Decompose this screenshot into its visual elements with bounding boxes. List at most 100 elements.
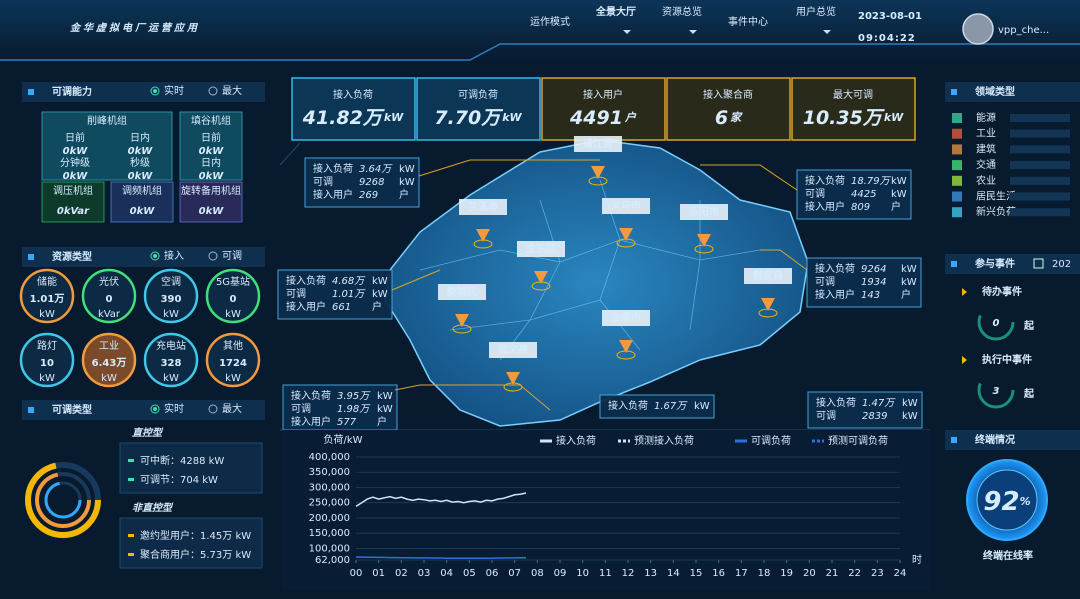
x-tick-label: 03: [418, 568, 431, 579]
pin: [619, 228, 633, 241]
unit-box: [179, 181, 243, 223]
info-unit: kW: [372, 289, 388, 300]
kpi-number: 7.70万: [434, 107, 503, 129]
nav-item[interactable]: 用户总览: [796, 5, 836, 18]
kpi-box: [791, 77, 916, 141]
resource-value: 0: [230, 294, 237, 305]
panel-title: 领域类型: [975, 85, 1015, 98]
info-value: 9264: [861, 264, 886, 275]
radio[interactable]: [150, 251, 160, 261]
info-value: 3.95万: [337, 391, 371, 402]
domain-name: 居民生活: [976, 190, 1016, 203]
resource-name: 光伏: [99, 275, 119, 288]
info-unit: kW: [902, 398, 918, 409]
domain-bar: [1010, 129, 1070, 138]
pin: [761, 298, 775, 311]
domain-icon: [952, 175, 962, 186]
unit-box: [110, 181, 174, 223]
kpi-label: 接入聚合商: [703, 88, 753, 101]
nav-item[interactable]: 全景大厅: [595, 5, 636, 18]
x-axis-label: 时: [912, 554, 922, 566]
x-tick-label: 06: [486, 568, 499, 579]
x-tick-label: 02: [395, 568, 408, 579]
nav-item[interactable]: 事件中心: [728, 15, 768, 28]
radio-label: 实时: [164, 402, 184, 415]
radio[interactable]: [208, 86, 218, 96]
kpi-unit: kW: [502, 111, 522, 124]
unit-name: 旋转备用机组: [181, 184, 241, 197]
domain-bar: [1010, 114, 1070, 122]
region-tag: [744, 268, 792, 284]
info-unit: kW: [901, 264, 917, 275]
resource-ring: [205, 268, 261, 324]
info-box: [807, 391, 923, 429]
kpi-unit: kW: [884, 111, 904, 124]
panel-header: [22, 400, 265, 420]
group-name: 填谷机组: [191, 114, 231, 127]
type-title: 非直控型: [132, 502, 174, 514]
radio[interactable]: [208, 251, 218, 261]
item-label: 秒级: [130, 156, 150, 169]
panel-marker: [28, 254, 34, 260]
panel-title: 可调类型: [52, 403, 92, 416]
radio-label: 实时: [164, 84, 184, 97]
type-title: 直控型: [132, 427, 164, 439]
event-count: 0: [993, 318, 1000, 329]
radio[interactable]: [150, 404, 160, 414]
panel-marker: [28, 89, 34, 95]
nav-item[interactable]: 资源总览: [662, 5, 702, 18]
y-tick-label: 400,000: [309, 452, 350, 463]
info-box: [599, 394, 715, 419]
item-label: 日内: [130, 131, 150, 144]
kpi-box: [541, 77, 666, 141]
resource-value: 10: [40, 358, 54, 369]
kpi-unit: 家: [730, 111, 743, 124]
info-value: 577: [337, 417, 357, 428]
event-ring: [977, 303, 1015, 341]
type-dot: [128, 553, 134, 556]
radio-label: 最大: [222, 402, 242, 415]
leader-lines: [391, 159, 808, 411]
info-value: 661: [332, 302, 351, 313]
x-tick-label: 18: [758, 568, 771, 579]
kpi-label: 接入用户: [583, 88, 623, 101]
event-label: 待办事件: [982, 285, 1022, 298]
domain-bar: [1010, 208, 1070, 217]
kpi-number: 4491: [569, 107, 623, 129]
info-value: 1.98万: [337, 404, 371, 415]
y-tick-label: 100,000: [309, 543, 350, 554]
region-tag: [602, 310, 650, 326]
domain-bar: [1010, 145, 1070, 154]
y-tick-label: 250,000: [309, 498, 350, 509]
calendar-icon[interactable]: [1033, 258, 1044, 269]
event-date: 202: [1052, 259, 1071, 270]
info-unit: 户: [901, 288, 911, 301]
radio-label: 接入: [164, 249, 184, 262]
item-label: 日前: [201, 131, 221, 144]
resource-name: 空调: [161, 275, 181, 288]
radio[interactable]: [150, 86, 160, 96]
info-label: 接入负荷: [815, 262, 855, 275]
event-label: 执行中事件: [982, 353, 1032, 366]
legend-label: 接入负荷: [556, 434, 596, 447]
unit-value: 0kW: [130, 206, 156, 217]
kpi-unit: 户: [624, 111, 637, 124]
nav-caret: [689, 30, 697, 34]
type-box: [119, 442, 263, 494]
x-tick-label: 15: [690, 568, 703, 579]
kpi-number: 6: [715, 107, 728, 129]
avatar[interactable]: [962, 13, 994, 45]
kpi-number: 41.82万: [302, 107, 385, 129]
region-tag: [680, 204, 728, 220]
info-box: [277, 269, 393, 320]
domain-name: 建筑: [976, 142, 996, 155]
terminal-unit: %: [1020, 495, 1031, 508]
radio[interactable]: [208, 404, 218, 414]
unit-value: 0kW: [199, 206, 225, 217]
series-line: [355, 492, 527, 508]
group-box: [41, 111, 173, 181]
nav-item[interactable]: 运作模式: [530, 15, 570, 28]
pin: [476, 229, 490, 242]
unit-name: 调压机组: [53, 184, 93, 197]
